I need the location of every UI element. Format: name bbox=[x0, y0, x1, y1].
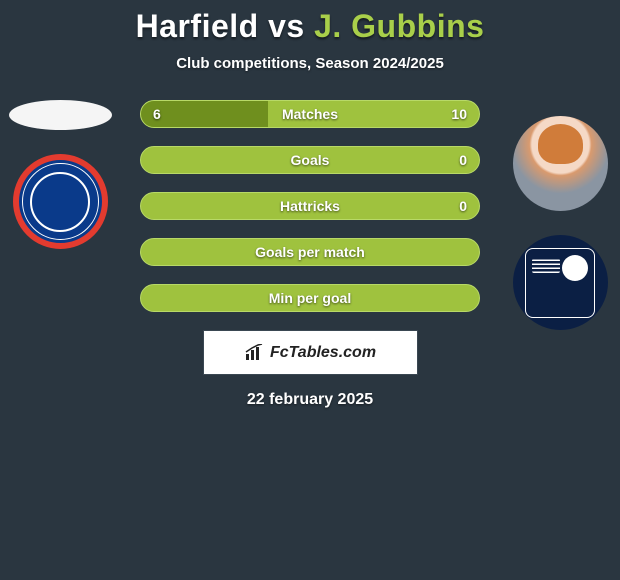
crest-ring-icon bbox=[22, 163, 99, 240]
player1-name: Harfield bbox=[136, 8, 259, 44]
player2-club-crest bbox=[513, 235, 608, 330]
stat-left-value: 6 bbox=[153, 106, 161, 122]
waves-icon bbox=[532, 259, 560, 273]
stat-bar: Min per goal bbox=[140, 284, 480, 312]
player2-name: J. Gubbins bbox=[314, 8, 484, 44]
stat-right-value: 0 bbox=[459, 198, 467, 214]
stat-bars: 6 Matches 10 Goals 0 Hattricks 0 Goals per matc… bbox=[140, 100, 480, 312]
crest2-inner-icon bbox=[525, 248, 595, 318]
brand-box[interactable]: FcTables.com bbox=[203, 330, 418, 375]
player1-club-crest bbox=[13, 154, 108, 249]
ball-icon bbox=[562, 255, 588, 281]
stat-label: Min per goal bbox=[269, 290, 351, 306]
stat-bar: Goals 0 bbox=[140, 146, 480, 174]
stat-label: Hattricks bbox=[280, 198, 340, 214]
comparison-content: 6 Matches 10 Goals 0 Hattricks 0 Goals per matc… bbox=[0, 100, 620, 409]
brand-text: FcTables.com bbox=[270, 344, 376, 362]
left-column bbox=[0, 100, 120, 249]
stat-label: Goals bbox=[291, 152, 330, 168]
player2-photo bbox=[513, 116, 608, 211]
subtitle: Club competitions, Season 2024/2025 bbox=[0, 55, 620, 72]
stat-right-value: 10 bbox=[451, 106, 467, 122]
stat-right-value: 0 bbox=[459, 152, 467, 168]
comparison-title: Harfield vs J. Gubbins bbox=[0, 0, 620, 45]
vs-text: vs bbox=[268, 8, 305, 44]
stat-bar: Hattricks 0 bbox=[140, 192, 480, 220]
right-column bbox=[500, 116, 620, 330]
stat-label: Goals per match bbox=[255, 244, 365, 260]
chart-icon bbox=[244, 344, 266, 362]
stat-bar: Goals per match bbox=[140, 238, 480, 266]
date-text: 22 february 2025 bbox=[0, 391, 620, 409]
stat-bar: 6 Matches 10 bbox=[140, 100, 480, 128]
player1-photo bbox=[9, 100, 112, 130]
stat-label: Matches bbox=[282, 106, 338, 122]
